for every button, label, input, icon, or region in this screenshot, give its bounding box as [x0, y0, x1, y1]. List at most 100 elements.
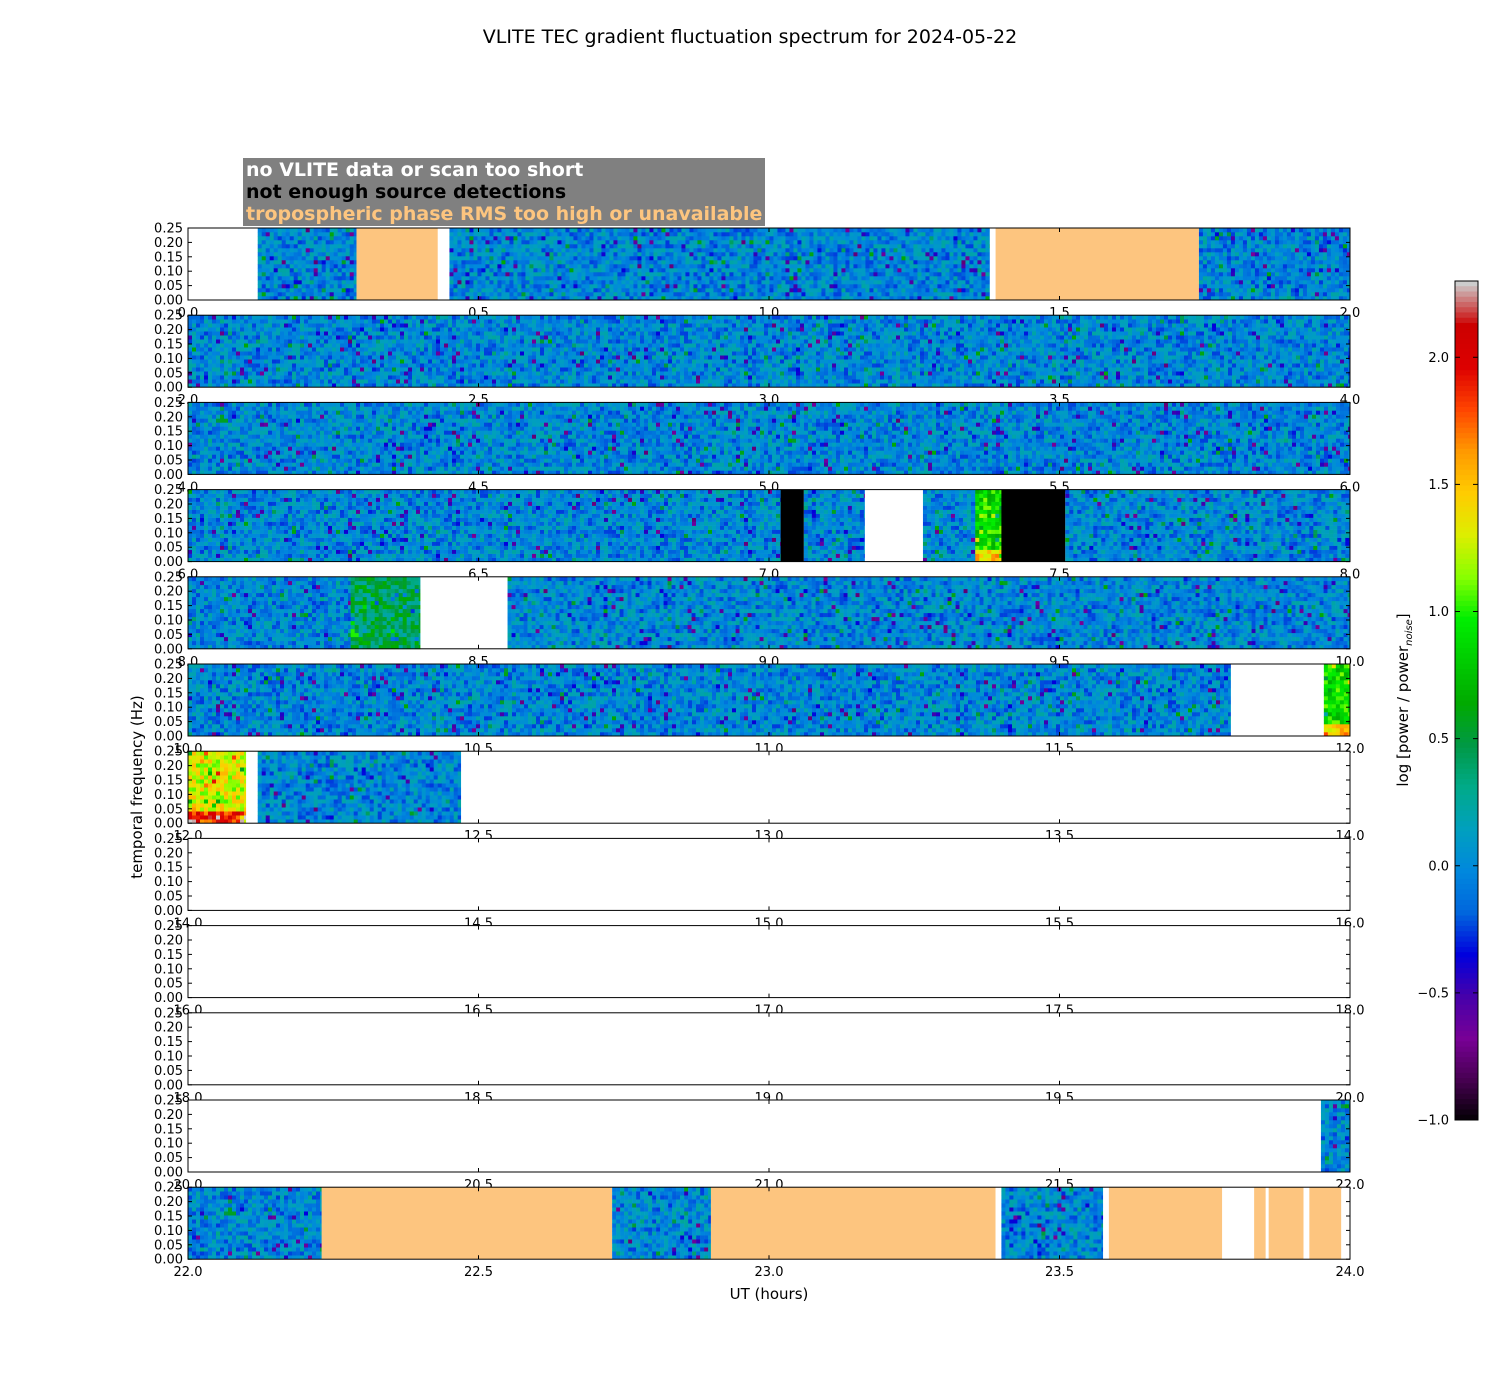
x-tick-label: 23.0: [755, 1265, 784, 1280]
spectrum-segment: [1199, 228, 1350, 300]
y-tick-label: 0.20: [154, 585, 183, 600]
y-axis-label: temporal frequency (Hz): [128, 695, 146, 879]
spectrum-segment: [1065, 490, 1350, 562]
flag-no_data: [1341, 1187, 1350, 1259]
y-tick-label: 0.10: [154, 352, 183, 367]
y-tick-label: 0.10: [154, 1224, 183, 1239]
y-tick-label: 0.20: [154, 236, 183, 251]
flag-no_data: [1103, 1187, 1109, 1259]
y-tick-label: 0.05: [154, 279, 183, 294]
y-tick-label: 0.10: [154, 526, 183, 541]
y-tick-label: 0.15: [154, 948, 183, 963]
y-tick-label: 0.05: [154, 977, 183, 992]
flag-few_src: [1001, 490, 1065, 562]
flag-no_data: [1304, 1187, 1310, 1259]
spectrum-segment: [188, 490, 781, 562]
y-tick-label: 0.15: [154, 861, 183, 876]
y-tick-label: 0.15: [154, 425, 183, 440]
colorbar-tick-label: 0.5: [1428, 732, 1449, 747]
y-tick-label: 0.20: [154, 934, 183, 949]
y-tick-label: 0.15: [154, 599, 183, 614]
y-tick-label: 0.20: [154, 1021, 183, 1036]
y-tick-label: 0.05: [154, 541, 183, 556]
y-tick-label: 0.05: [154, 366, 183, 381]
spectrum-segment: [449, 228, 990, 300]
y-tick-label: 0.20: [154, 1195, 183, 1210]
flag-no_data: [996, 1187, 1002, 1259]
flag-tropo: [1269, 1187, 1304, 1259]
colorbar: −1.0−0.50.00.51.01.52.0: [1417, 281, 1478, 1129]
spectrum-segment: [258, 751, 462, 823]
spectrum-segment: [804, 490, 865, 562]
x-tick-label: 22.0: [174, 1265, 203, 1280]
colorbar-label-sub: noise: [1404, 619, 1415, 646]
spectrum-segment: [975, 490, 1001, 562]
y-tick-label: 0.25: [154, 483, 183, 498]
flag-no_data: [865, 490, 923, 562]
y-tick-label: 0.15: [154, 1035, 183, 1050]
y-tick-label: 0.20: [154, 410, 183, 425]
flag-tropo: [1109, 1187, 1222, 1259]
flag-tropo: [1309, 1187, 1341, 1259]
spectrum-segment: [188, 664, 1231, 736]
y-tick-label: 0.25: [154, 832, 183, 847]
spectrum-segment: [612, 1187, 711, 1259]
panel-row: 0.000.050.100.150.200.256.0 6.5 7.0 7.5 8.0: [154, 483, 1360, 582]
y-tick-label: 0.05: [154, 890, 183, 905]
panel-row: 0.000.050.100.150.200.258.0 8.5 9.0 9.5 10.0: [154, 570, 1364, 670]
spectrum-segment: [1321, 1100, 1350, 1172]
flag-no_data: [1222, 1187, 1254, 1259]
y-tick-label: 0.10: [154, 962, 183, 977]
legend-few-sources: not enough source detections: [246, 181, 762, 203]
colorbar-tick-label: 1.5: [1428, 478, 1449, 493]
flag-tropo: [322, 1187, 613, 1259]
y-tick-label: 0.25: [154, 570, 183, 585]
chart-title: VLITE TEC gradient fluctuation spectrum …: [483, 26, 1017, 48]
flag-no_data: [188, 838, 1350, 910]
flag-no_data: [188, 1100, 1321, 1172]
colorbar-tick-label: 2.0: [1428, 351, 1449, 366]
y-tick-label: 0.05: [154, 1238, 183, 1253]
y-tick-label: 0.10: [154, 1050, 183, 1065]
flag-no_data: [1266, 1187, 1269, 1259]
y-tick-label: 0.10: [154, 265, 183, 280]
flag-no_data: [1231, 664, 1324, 736]
spectrum-segment: [258, 228, 357, 300]
flag-tropo: [1254, 1187, 1266, 1259]
colorbar-label-end: ]: [1394, 613, 1412, 619]
flag-tropo: [356, 228, 437, 300]
y-tick-label: 0.25: [154, 222, 183, 237]
colorbar-tick-label: 0.0: [1428, 859, 1449, 874]
y-tick-label: 0.20: [154, 846, 183, 861]
y-tick-label: 0.15: [154, 686, 183, 701]
y-tick-label: 0.05: [154, 1064, 183, 1079]
y-tick-label: 0.25: [154, 745, 183, 760]
panel-row: 0.000.050.100.150.200.252.0 2.5 3.0 3.5 4.0: [154, 309, 1360, 409]
colorbar-tick-label: 1.0: [1428, 605, 1449, 620]
legend-tropo: tropospheric phase RMS too high or unava…: [246, 203, 762, 225]
y-tick-label: 0.25: [154, 396, 183, 411]
y-tick-label: 0.05: [154, 715, 183, 730]
y-tick-label: 0.25: [154, 1094, 183, 1109]
spectrum-segment: [508, 577, 1351, 649]
x-axis-label: UT (hours): [730, 1285, 809, 1303]
y-tick-label: 0.05: [154, 802, 183, 817]
y-tick-label: 0.10: [154, 701, 183, 716]
flag-no_data: [461, 751, 1350, 823]
x-tick-label: 22.5: [464, 1265, 493, 1280]
y-tick-label: 0.25: [154, 309, 183, 324]
colorbar-tick-label: −1.0: [1417, 1114, 1449, 1129]
y-tick-label: 0.20: [154, 672, 183, 687]
y-tick-label: 0.20: [154, 759, 183, 774]
y-tick-label: 0.25: [154, 919, 183, 934]
legend-no-data: no VLITE data or scan too short: [246, 159, 762, 181]
spectrum-segment: [188, 751, 246, 823]
flag-no_data: [188, 1013, 1350, 1085]
flag-no_data: [438, 228, 450, 300]
